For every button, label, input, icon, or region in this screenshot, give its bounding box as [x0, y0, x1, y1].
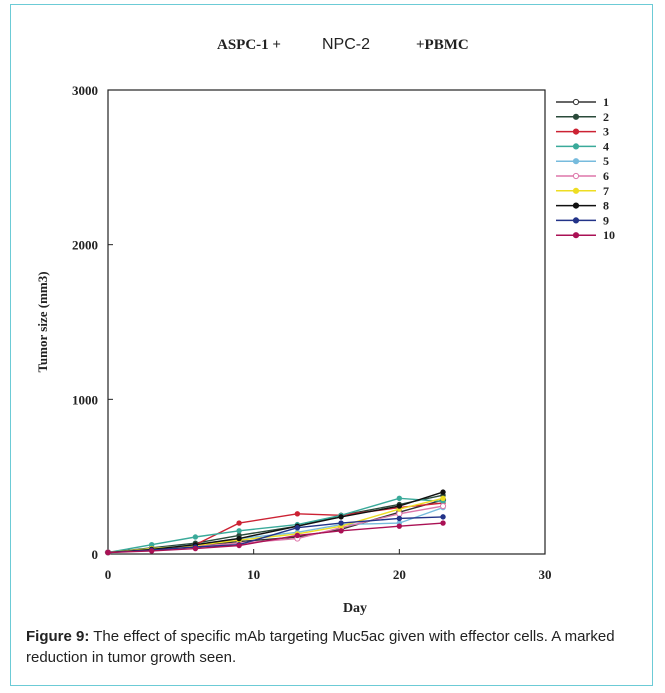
x-tick-label: 0: [105, 567, 112, 582]
legend-label-5: 5: [603, 154, 609, 168]
legend-marker-3: [572, 128, 580, 135]
caption-text: The effect of specific mAb targeting Muc…: [26, 628, 615, 666]
legend-marker-1: [572, 98, 580, 106]
series-line-2: [107, 494, 444, 554]
series-point-8: [338, 514, 344, 520]
chart-title-part2: NPC-2: [322, 36, 370, 53]
series-point-10: [192, 545, 199, 552]
legend-marker-2: [572, 113, 580, 120]
series-point-10: [149, 548, 155, 554]
series-point-3: [294, 511, 301, 517]
y-tick-label: 3000: [72, 83, 98, 98]
series-point-4: [396, 495, 403, 502]
series-point-6: [396, 510, 403, 517]
legend-label-6: 6: [603, 169, 609, 183]
axis-ticks: 0 10 20 30 0 1000 2000 3000: [72, 83, 552, 582]
series-point-10: [294, 532, 301, 539]
legend-label-9: 9: [603, 213, 609, 227]
series-line-8: [107, 491, 444, 554]
series-point-8: [396, 503, 403, 509]
chart-title-part1: ASPC-1 +: [217, 37, 281, 53]
legend-marker-7: [572, 187, 580, 194]
series-point-6: [439, 502, 447, 510]
series-point-9: [338, 520, 344, 526]
x-tick-label: 30: [539, 567, 552, 582]
series-point-10: [236, 542, 242, 549]
legend-label-2: 2: [603, 110, 609, 124]
legend-marker-4: [572, 143, 580, 150]
series-point-9: [396, 515, 403, 522]
legend-label-3: 3: [603, 125, 609, 139]
x-tick-label: 20: [393, 567, 406, 582]
figure-frame: [10, 4, 653, 686]
legend-label-8: 8: [603, 199, 609, 213]
chart-title-part3: +PBMC: [416, 37, 469, 53]
legend-marker-5: [572, 158, 580, 165]
series-point-4: [236, 528, 242, 534]
legend-marker-9: [572, 217, 580, 224]
legend-label-7: 7: [603, 184, 609, 198]
series-group: [104, 489, 447, 556]
series-point-9: [440, 514, 446, 520]
legend-marker-10: [572, 232, 580, 239]
y-axis-label: Tumor size (mm3): [35, 271, 50, 372]
legend-label-10: 10: [603, 228, 615, 242]
x-axis-label: Day: [343, 601, 367, 616]
plot-area-frame: [107, 89, 546, 555]
series-point-4: [192, 534, 199, 540]
series-line-9: [107, 516, 444, 554]
y-tick-label: 2000: [72, 238, 98, 253]
series-line-4: [107, 497, 444, 554]
y-tick-label: 0: [92, 547, 99, 562]
series-point-10: [338, 528, 344, 534]
series-point-8: [440, 489, 446, 495]
x-tick-label: 10: [247, 567, 260, 582]
legend-marker-8: [572, 202, 580, 209]
series-point-7: [440, 495, 446, 502]
figure-caption: Figure 9: The effect of specific mAb tar…: [26, 626, 626, 668]
caption-label: Figure 9:: [26, 628, 90, 645]
series-point-10: [105, 549, 111, 556]
legend-marker-6: [572, 172, 580, 180]
series-point-9: [294, 525, 301, 531]
legend-label-4: 4: [603, 139, 609, 153]
legend-label-1: 1: [603, 95, 609, 109]
series-line-10: [107, 522, 444, 554]
series-point-10: [440, 520, 446, 526]
series-point-3: [236, 520, 242, 526]
series-line-7: [107, 497, 444, 554]
y-tick-label: 1000: [72, 392, 98, 407]
series-point-8: [236, 535, 242, 542]
series-point-10: [396, 523, 403, 529]
